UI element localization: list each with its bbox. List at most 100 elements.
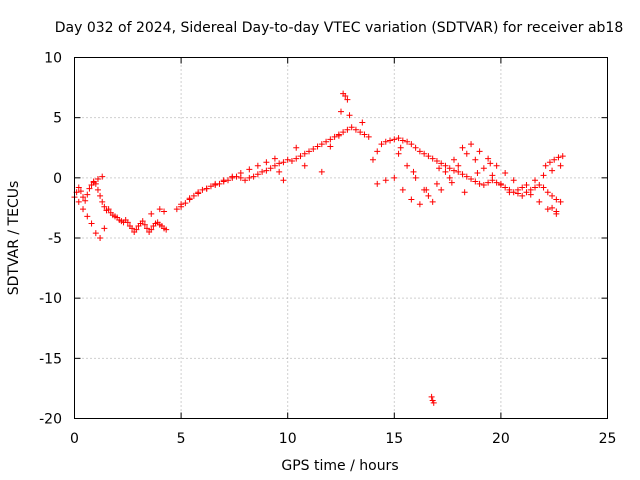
- data-point: [546, 159, 553, 166]
- data-point: [433, 180, 440, 187]
- data-point: [544, 189, 551, 196]
- x-tick-label: 25: [599, 431, 617, 447]
- data-point: [448, 179, 455, 186]
- data-point: [203, 185, 210, 192]
- data-point: [429, 198, 436, 205]
- data-point: [493, 162, 500, 169]
- data-point: [476, 180, 483, 187]
- data-point: [259, 168, 266, 175]
- data-point: [480, 165, 487, 172]
- plot-frame: [74, 57, 608, 419]
- data-point: [306, 148, 313, 155]
- data-point: [404, 162, 411, 169]
- data-point: [502, 184, 509, 191]
- data-point: [207, 183, 214, 190]
- data-point: [284, 156, 291, 163]
- data-point: [532, 177, 539, 184]
- data-point: [378, 141, 385, 148]
- data-point: [301, 150, 308, 157]
- x-tick-label: 15: [385, 431, 403, 447]
- data-point: [327, 143, 334, 150]
- data-point: [318, 141, 325, 148]
- data-point: [344, 96, 351, 103]
- data-point: [161, 208, 168, 215]
- data-point: [523, 182, 530, 189]
- data-point: [487, 160, 494, 167]
- data-point: [459, 144, 466, 151]
- data-point: [139, 218, 146, 225]
- data-point: [297, 153, 304, 160]
- data-point: [549, 192, 556, 199]
- data-point: [84, 213, 91, 220]
- data-point: [280, 159, 287, 166]
- data-point: [190, 192, 197, 199]
- x-tick-labels: 0 5 10 15 20 25: [70, 431, 616, 447]
- data-point: [442, 168, 449, 175]
- data-point: [374, 180, 381, 187]
- y-axis-label: SDTVAR / TECUs: [6, 181, 22, 296]
- data-point: [399, 186, 406, 193]
- data-point: [438, 186, 445, 193]
- data-point: [186, 195, 193, 202]
- data-point: [497, 180, 504, 187]
- data-point: [519, 184, 526, 191]
- data-point: [99, 198, 106, 205]
- data-point: [397, 144, 404, 151]
- data-point: [502, 170, 509, 177]
- data-point: [425, 192, 432, 199]
- data-point: [338, 108, 344, 115]
- data-point: [474, 170, 481, 177]
- data-point: [476, 148, 483, 155]
- data-point: [80, 194, 87, 201]
- grid-lines: [74, 57, 608, 419]
- data-point: [553, 208, 560, 215]
- data-point: [246, 174, 253, 181]
- data-point: [348, 124, 355, 131]
- data-point: [318, 168, 325, 175]
- data-point: [429, 155, 436, 162]
- data-point: [408, 196, 415, 203]
- data-point: [387, 137, 394, 144]
- data-point: [382, 138, 389, 145]
- data-point: [143, 225, 150, 232]
- data-point: [88, 220, 95, 227]
- data-point: [310, 145, 317, 152]
- data-point: [101, 203, 108, 210]
- y-tick-label: -10: [39, 291, 62, 307]
- data-point: [263, 167, 270, 174]
- data-point: [178, 201, 185, 208]
- data-point: [446, 174, 453, 181]
- data-point: [237, 170, 244, 177]
- data-point: [557, 198, 564, 205]
- data-point: [410, 168, 417, 175]
- data-point: [276, 168, 283, 175]
- x-tick-label: 5: [177, 431, 186, 447]
- data-point: [212, 180, 219, 187]
- data-point: [455, 162, 462, 169]
- data-point: [404, 138, 411, 145]
- data-point: [182, 200, 189, 207]
- data-point: [361, 131, 368, 138]
- data-point: [408, 141, 415, 148]
- chart-title: Day 032 of 2024, Sidereal Day-to-day VTE…: [55, 20, 624, 36]
- data-point: [359, 119, 366, 126]
- data-point: [267, 165, 274, 172]
- data-point: [463, 150, 470, 157]
- data-point: [340, 129, 347, 136]
- data-point: [163, 226, 170, 233]
- data-point: [105, 206, 112, 213]
- data-point: [77, 188, 84, 195]
- x-tick-label: 0: [70, 431, 79, 447]
- data-point: [412, 144, 419, 151]
- data-point: [346, 112, 353, 119]
- data-point: [254, 171, 261, 178]
- data-point: [288, 157, 295, 164]
- data-point: [416, 148, 423, 155]
- data-point: [84, 191, 91, 198]
- data-point: [399, 137, 406, 144]
- y-tick-label: -15: [39, 351, 62, 367]
- data-point: [421, 150, 428, 157]
- y-tick-labels: -20 -15 -10 -5 0 5 10: [39, 51, 62, 428]
- data-point: [412, 174, 419, 181]
